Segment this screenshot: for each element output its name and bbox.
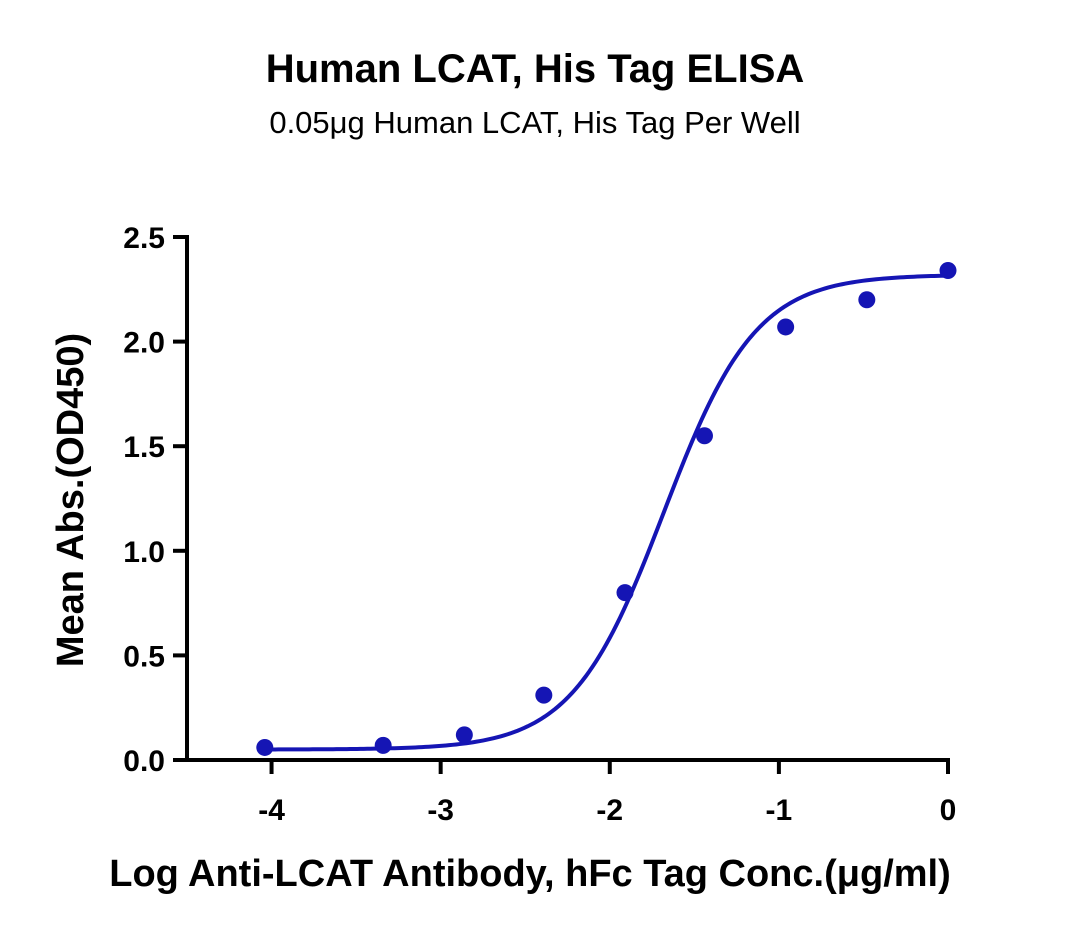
axes — [185, 235, 950, 762]
data-point — [777, 318, 795, 336]
data-point — [374, 736, 392, 754]
x-tick-label: -4 — [258, 794, 285, 827]
x-tick-label: 0 — [940, 794, 957, 827]
data-point — [695, 427, 713, 445]
y-tick-label: 0.0 — [123, 745, 165, 778]
data-point — [858, 291, 876, 309]
x-tick-label: -1 — [766, 794, 793, 827]
chart-title: Human LCAT, His Tag ELISA — [266, 47, 805, 91]
x-tick-label: -2 — [596, 794, 623, 827]
x-tick-label: -3 — [427, 794, 454, 827]
y-tick-label: 2.0 — [123, 327, 165, 360]
y-tick-label: 2.5 — [123, 222, 165, 255]
data-point — [939, 261, 957, 279]
fit-curve — [264, 273, 949, 752]
y-axis-ticks: 0.0 0.5 1.0 1.5 2.0 2.5 — [123, 222, 187, 778]
data-point — [256, 738, 274, 756]
data-point — [616, 584, 634, 602]
x-axis-label: Log Anti-LCAT Antibody, hFc Tag Conc.(μg… — [109, 853, 951, 895]
data-point — [455, 726, 473, 744]
y-tick-label: 1.0 — [123, 536, 165, 569]
x-axis-ticks: -4 -3 -2 -1 0 — [258, 760, 956, 827]
y-tick-label: 1.5 — [123, 431, 165, 464]
y-axis-label: Mean Abs.(OD450) — [50, 333, 92, 667]
data-points — [256, 261, 957, 756]
y-tick-label: 0.5 — [123, 640, 165, 673]
chart-subtitle: 0.05μg Human LCAT, His Tag Per Well — [269, 105, 800, 140]
data-point — [535, 686, 553, 704]
